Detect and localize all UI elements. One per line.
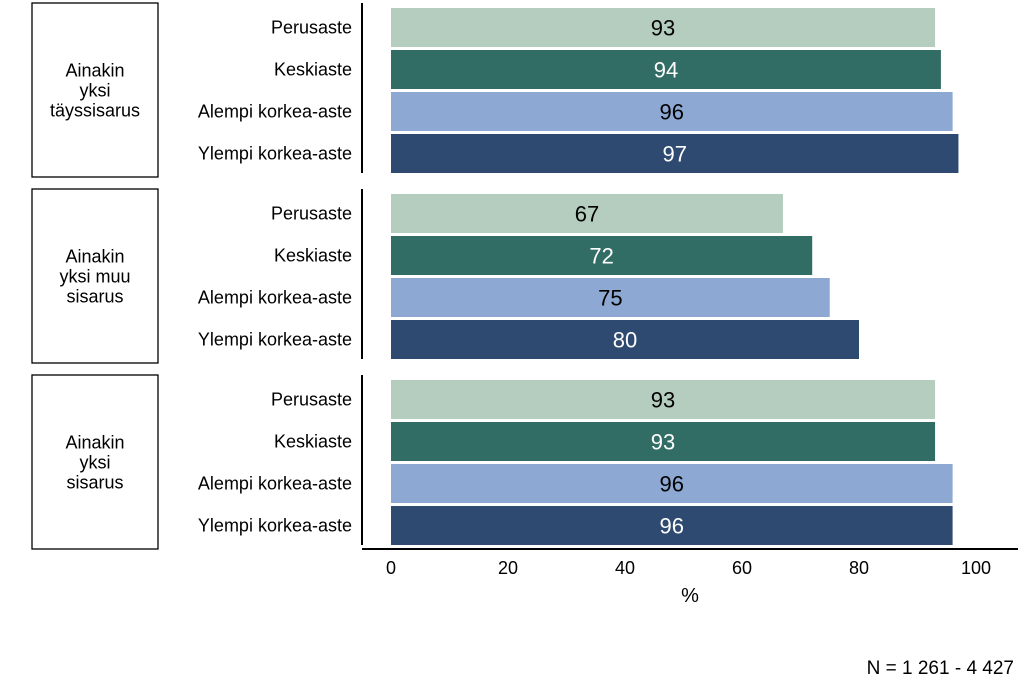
bar xyxy=(391,506,953,545)
bar-value-label: 94 xyxy=(654,58,678,83)
bar xyxy=(391,134,959,173)
bar-value-label: 67 xyxy=(575,202,599,227)
bar-value-label: 93 xyxy=(651,388,675,413)
bar-value-label: 97 xyxy=(662,142,686,167)
category-label: Perusaste xyxy=(271,18,352,38)
bar-value-label: 93 xyxy=(651,16,675,41)
facet-label-3-line-2: yksi xyxy=(80,453,111,473)
category-label: Ylempi korkea-aste xyxy=(198,516,352,536)
bar xyxy=(391,50,941,89)
bar xyxy=(391,92,953,131)
category-label: Keskiaste xyxy=(274,60,352,80)
bar-value-label: 96 xyxy=(660,100,684,125)
category-label: Ylempi korkea-aste xyxy=(198,144,352,164)
facet-box-1 xyxy=(31,2,159,178)
bar-value-label: 75 xyxy=(598,286,622,311)
sample-size-note: N = 1 261 - 4 427 xyxy=(867,658,1014,679)
bar xyxy=(391,320,859,359)
bar xyxy=(391,422,936,461)
facet-label-2-line-1: Ainakin xyxy=(65,247,124,267)
bar-value-label: 96 xyxy=(660,514,684,539)
category-label: Perusaste xyxy=(271,204,352,224)
facet-label-1-line-3: täyssisarus xyxy=(50,101,140,121)
bar xyxy=(391,194,783,233)
x-tick-label: 60 xyxy=(732,558,752,578)
category-label: Alempi korkea-aste xyxy=(198,102,352,122)
x-axis-title: % xyxy=(681,585,699,607)
bar xyxy=(391,464,953,503)
bars: Perusaste 93 Keskiaste 94 Alempi korkea-aste… xyxy=(198,8,959,545)
category-label: Ylempi korkea-aste xyxy=(198,330,352,350)
category-label: Alempi korkea-aste xyxy=(198,288,352,308)
facet-box-3 xyxy=(31,374,159,550)
x-tick-label: 80 xyxy=(849,558,869,578)
facet-box-2 xyxy=(31,188,159,364)
bar-value-label: 80 xyxy=(613,328,637,353)
facet-label-1-line-1: Ainakin xyxy=(65,61,124,81)
x-axis: 0 20 40 60 80 100 xyxy=(361,3,1018,578)
facet-label-2-line-2: yksi muu xyxy=(59,267,130,287)
x-tick-label: 20 xyxy=(498,558,518,578)
facet-label-1-line-2: yksi xyxy=(80,81,111,101)
x-tick-label: 40 xyxy=(615,558,635,578)
bar xyxy=(391,278,830,317)
category-label: Perusaste xyxy=(271,390,352,410)
facet-label-3-line-3: sisarus xyxy=(66,473,123,493)
facet-label-3-line-1: Ainakin xyxy=(65,433,124,453)
bar-value-label: 72 xyxy=(589,244,613,269)
bar xyxy=(391,380,936,419)
facet-label-2-line-3: sisarus xyxy=(66,287,123,307)
category-label: Keskiaste xyxy=(274,432,352,452)
bar xyxy=(391,8,936,47)
bar-value-label: 96 xyxy=(660,472,684,497)
category-label: Alempi korkea-aste xyxy=(198,474,352,494)
bar-value-label: 93 xyxy=(651,430,675,455)
category-label: Keskiaste xyxy=(274,246,352,266)
bar xyxy=(391,236,813,275)
x-tick-label: 0 xyxy=(386,558,396,578)
x-tick-label: 100 xyxy=(961,558,991,578)
